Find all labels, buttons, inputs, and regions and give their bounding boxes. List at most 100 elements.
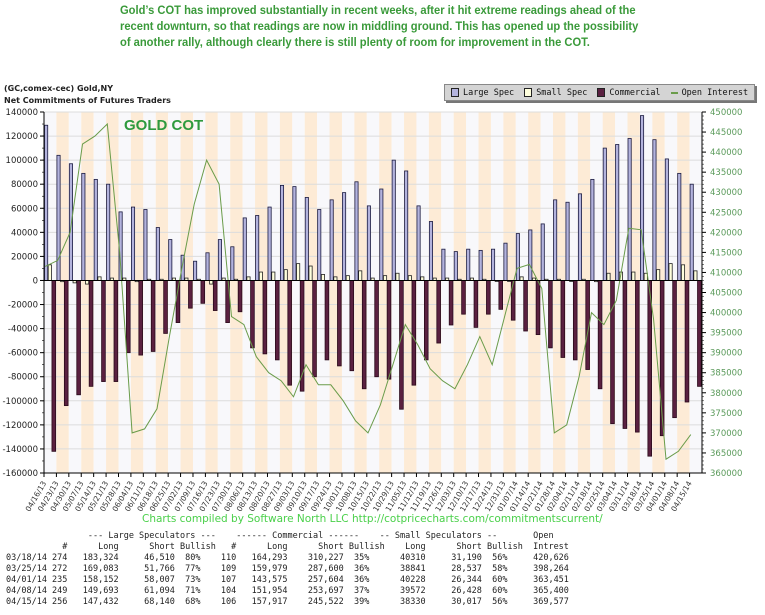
y2-tick-label: 380000 (710, 389, 742, 399)
column-band (416, 112, 429, 473)
bar-large-spec (627, 138, 632, 281)
bar-commercial (212, 280, 218, 311)
bar-large-spec (329, 199, 334, 281)
column-band (267, 112, 280, 473)
bar-large-spec (304, 197, 309, 281)
column-band (143, 112, 156, 473)
bar-commercial (337, 280, 342, 367)
column-band (490, 112, 504, 473)
y-tick-label: -100000 (2, 397, 38, 407)
bar-large-spec (428, 221, 433, 281)
y2-tick-label: 430000 (710, 188, 742, 198)
column-band (255, 112, 268, 473)
bar-commercial (101, 280, 106, 382)
bar-large-spec (279, 185, 285, 281)
bar-small-spec (345, 275, 350, 281)
bar-commercial (349, 280, 355, 372)
column-band (118, 112, 131, 473)
bar-large-spec (292, 186, 297, 281)
bar-large-spec (503, 242, 508, 281)
bar-small-spec (693, 270, 698, 281)
y-tick-label: 0 (33, 276, 38, 286)
bar-large-spec (478, 249, 483, 281)
bar-large-spec (93, 178, 98, 281)
table-row: 03/18/14 274 183,324 46,510 80% 110 164,… (6, 553, 569, 563)
y2-tick-label: 435000 (710, 168, 742, 178)
bar-large-spec (466, 248, 471, 281)
bar-commercial (448, 280, 454, 326)
y-tick-label: -140000 (2, 445, 38, 455)
y-tick-label: 20000 (11, 252, 38, 262)
y2-tick-label: 385000 (710, 369, 742, 379)
chart-title: GOLD COT (124, 117, 203, 134)
bar-commercial (486, 280, 491, 315)
column-band (317, 112, 330, 473)
bar-commercial (461, 280, 466, 315)
column-band (478, 112, 491, 473)
chart-credit: Charts compiled by Software North LLC ht… (142, 513, 603, 525)
column-band (168, 112, 181, 473)
column-band (503, 112, 516, 473)
bar-small-spec (519, 276, 524, 281)
bar-commercial (262, 280, 268, 355)
bar-large-spec (664, 158, 669, 281)
bar-commercial (473, 280, 479, 328)
bar-large-spec (577, 193, 582, 281)
y-tick-label: -80000 (8, 373, 38, 383)
bar-commercial (597, 280, 603, 390)
bar-commercial (150, 280, 156, 352)
bar-commercial (498, 280, 504, 310)
bar-small-spec (383, 275, 388, 281)
column-band (205, 112, 218, 473)
bar-commercial (610, 280, 615, 425)
bar-large-spec (168, 239, 173, 281)
y2-tick-label: 405000 (710, 289, 742, 299)
bar-commercial (386, 280, 392, 380)
open-interest-line (44, 122, 692, 461)
y-tick-label: 80000 (11, 180, 38, 190)
bar-large-spec (242, 217, 247, 281)
bar-commercial (436, 280, 441, 344)
bar-large-spec (652, 139, 657, 281)
bar-commercial (237, 280, 243, 313)
chart-header: (GC,comex-cec) Gold,NY Net Commitments o… (4, 83, 171, 107)
bar-large-spec (441, 248, 446, 281)
table-row: 04/01/14 235 158,152 58,007 73% 107 143,… (6, 575, 569, 585)
bar-small-spec (333, 276, 338, 281)
commentary-line: recent downturn, so that readings are no… (120, 19, 639, 33)
bar-commercial (163, 280, 168, 334)
column-band (192, 112, 206, 473)
bar-small-spec (97, 276, 102, 281)
bar-commercial (312, 280, 317, 378)
column-band (428, 112, 442, 473)
bar-large-spec (553, 199, 558, 281)
bar-large-spec (354, 181, 359, 281)
bar-commercial (423, 280, 429, 361)
cot-summary-table: --- Large Speculators --- ------ Commerc… (6, 531, 569, 608)
bar-large-spec (602, 147, 607, 281)
y-tick-label: -40000 (8, 325, 38, 335)
bar-small-spec (209, 280, 214, 285)
bar-commercial (287, 280, 292, 386)
bar-large-spec (689, 183, 694, 281)
column-band (528, 112, 541, 473)
bar-small-spec (85, 280, 90, 285)
bar-large-spec (540, 223, 545, 281)
y2-tick-label: 360000 (710, 469, 742, 479)
large-spec-swatch-icon (451, 88, 459, 97)
legend-label: Commercial (609, 87, 661, 98)
y2-tick-label: 365000 (710, 449, 742, 459)
bar-commercial (535, 280, 541, 336)
bar-large-spec (317, 209, 322, 281)
bar-large-spec (205, 252, 210, 281)
commentary-line: of another rally, although clearly there… (120, 35, 590, 49)
bar-commercial (200, 280, 206, 304)
bar-commercial (126, 280, 131, 354)
bar-commercial (138, 280, 143, 356)
cot-chart: 140000 120000 100000 80000 60000 40000 20000 0 -… (2, 108, 742, 513)
bar-large-spec (155, 227, 160, 281)
y2-tick-label: 425000 (710, 208, 742, 218)
y2-tick-label: 400000 (710, 309, 742, 319)
bar-small-spec (283, 269, 288, 281)
bar-small-spec (47, 264, 52, 281)
